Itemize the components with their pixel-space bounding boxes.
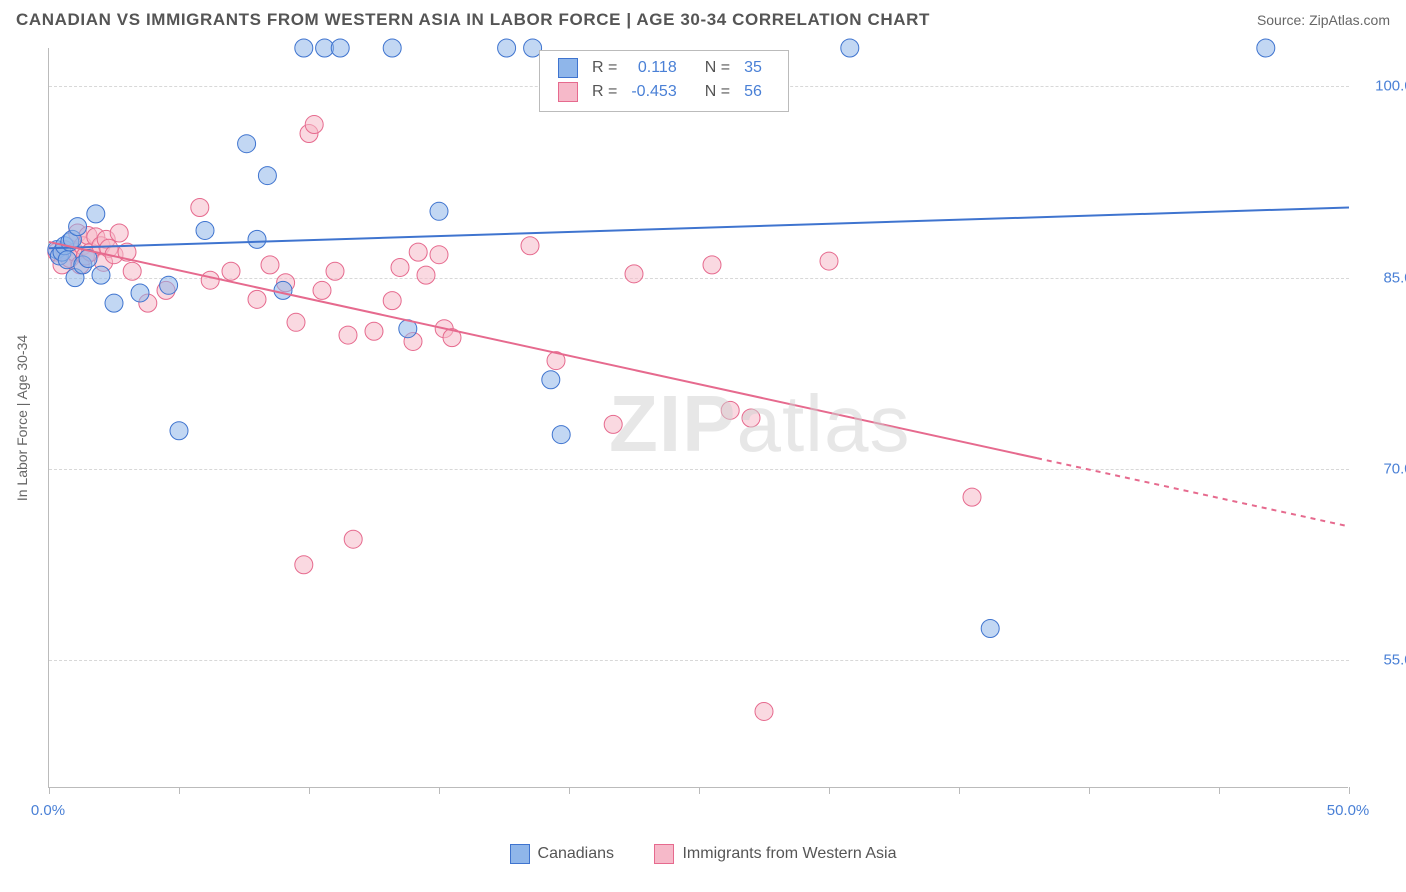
scatter-point — [339, 326, 357, 344]
plot-wrapper: In Labor Force | Age 30-34 ZIPatlas R = … — [48, 48, 1388, 808]
scatter-point — [238, 135, 256, 153]
y-tick-label: 100.0% — [1356, 78, 1406, 95]
legend-swatch-immigrants — [558, 82, 578, 102]
scatter-point — [820, 252, 838, 270]
scatter-point — [755, 702, 773, 720]
scatter-point — [160, 276, 178, 294]
scatter-point — [261, 256, 279, 274]
legend-item-canadians: Canadians — [510, 844, 615, 864]
trend-line — [49, 207, 1349, 248]
scatter-point — [305, 116, 323, 134]
x-tick — [1349, 787, 1350, 794]
chart-title: CANADIAN VS IMMIGRANTS FROM WESTERN ASIA… — [16, 10, 930, 30]
trend-line — [1037, 458, 1349, 526]
scatter-point — [391, 258, 409, 276]
x-tick — [569, 787, 570, 794]
legend-swatch-icon — [654, 844, 674, 864]
scatter-point — [87, 205, 105, 223]
scatter-point — [1257, 39, 1275, 57]
r-label: R = — [586, 57, 623, 79]
stats-row-immigrants: R = -0.453 N = 56 — [552, 81, 768, 103]
legend-label-canadians: Canadians — [538, 845, 615, 863]
x-tick — [1219, 787, 1220, 794]
x-tick — [959, 787, 960, 794]
x-tick — [49, 787, 50, 794]
legend-swatch-icon — [510, 844, 530, 864]
y-tick-label: 55.0% — [1356, 652, 1406, 669]
scatter-point — [383, 292, 401, 310]
scatter-point — [170, 422, 188, 440]
r-value-canadians: 0.118 — [625, 57, 682, 79]
stats-row-canadians: R = 0.118 N = 35 — [552, 57, 768, 79]
x-tick — [829, 787, 830, 794]
y-tick-label: 85.0% — [1356, 269, 1406, 286]
scatter-point — [295, 39, 313, 57]
r-value-immigrants: -0.453 — [625, 81, 682, 103]
scatter-point — [542, 371, 560, 389]
scatter-point — [604, 415, 622, 433]
scatter-point — [625, 265, 643, 283]
scatter-point — [552, 426, 570, 444]
x-tick — [699, 787, 700, 794]
x-tick-label: 0.0% — [31, 802, 65, 819]
legend-item-immigrants: Immigrants from Western Asia — [654, 844, 896, 864]
legend-label-immigrants: Immigrants from Western Asia — [682, 845, 896, 863]
x-tick-label: 50.0% — [1327, 802, 1370, 819]
scatter-point — [430, 246, 448, 264]
scatter-point — [841, 39, 859, 57]
scatter-point — [331, 39, 349, 57]
y-axis-label: In Labor Force | Age 30-34 — [14, 335, 30, 501]
scatter-point — [365, 322, 383, 340]
scatter-point — [222, 262, 240, 280]
n-value-immigrants: 56 — [738, 81, 768, 103]
scatter-point — [742, 409, 760, 427]
scatter-point — [498, 39, 516, 57]
scatter-point — [963, 488, 981, 506]
trend-line — [49, 242, 1037, 458]
scatter-point — [196, 221, 214, 239]
legend-swatch-canadians — [558, 58, 578, 78]
plot-area: ZIPatlas R = 0.118 N = 35 R = -0.453 N = — [48, 48, 1348, 788]
scatter-point — [313, 281, 331, 299]
scatter-point — [131, 284, 149, 302]
scatter-point — [248, 230, 266, 248]
scatter-point — [201, 271, 219, 289]
scatter-point — [248, 290, 266, 308]
scatter-point — [258, 167, 276, 185]
scatter-point — [409, 243, 427, 261]
scatter-point — [383, 39, 401, 57]
n-label: N = — [699, 81, 736, 103]
x-tick — [1089, 787, 1090, 794]
scatter-point — [295, 556, 313, 574]
scatter-point — [981, 620, 999, 638]
scatter-point — [430, 202, 448, 220]
scatter-point — [92, 266, 110, 284]
scatter-point — [287, 313, 305, 331]
source-label: Source: ZipAtlas.com — [1257, 12, 1390, 28]
y-tick-label: 70.0% — [1356, 461, 1406, 478]
scatter-point — [721, 401, 739, 419]
n-value-canadians: 35 — [738, 57, 768, 79]
x-tick — [309, 787, 310, 794]
stats-legend: R = 0.118 N = 35 R = -0.453 N = 56 — [539, 50, 789, 112]
x-tick — [179, 787, 180, 794]
scatter-point — [521, 237, 539, 255]
scatter-point — [69, 218, 87, 236]
scatter-point — [123, 262, 141, 280]
scatter-point — [274, 281, 292, 299]
scatter-point — [344, 530, 362, 548]
x-tick — [439, 787, 440, 794]
scatter-point — [110, 224, 128, 242]
scatter-point — [191, 198, 209, 216]
r-label: R = — [586, 81, 623, 103]
scatter-point — [417, 266, 435, 284]
n-label: N = — [699, 57, 736, 79]
bottom-legend: Canadians Immigrants from Western Asia — [0, 844, 1406, 869]
scatter-point — [105, 294, 123, 312]
scatter-point — [326, 262, 344, 280]
scatter-point — [703, 256, 721, 274]
plot-svg — [49, 48, 1349, 788]
